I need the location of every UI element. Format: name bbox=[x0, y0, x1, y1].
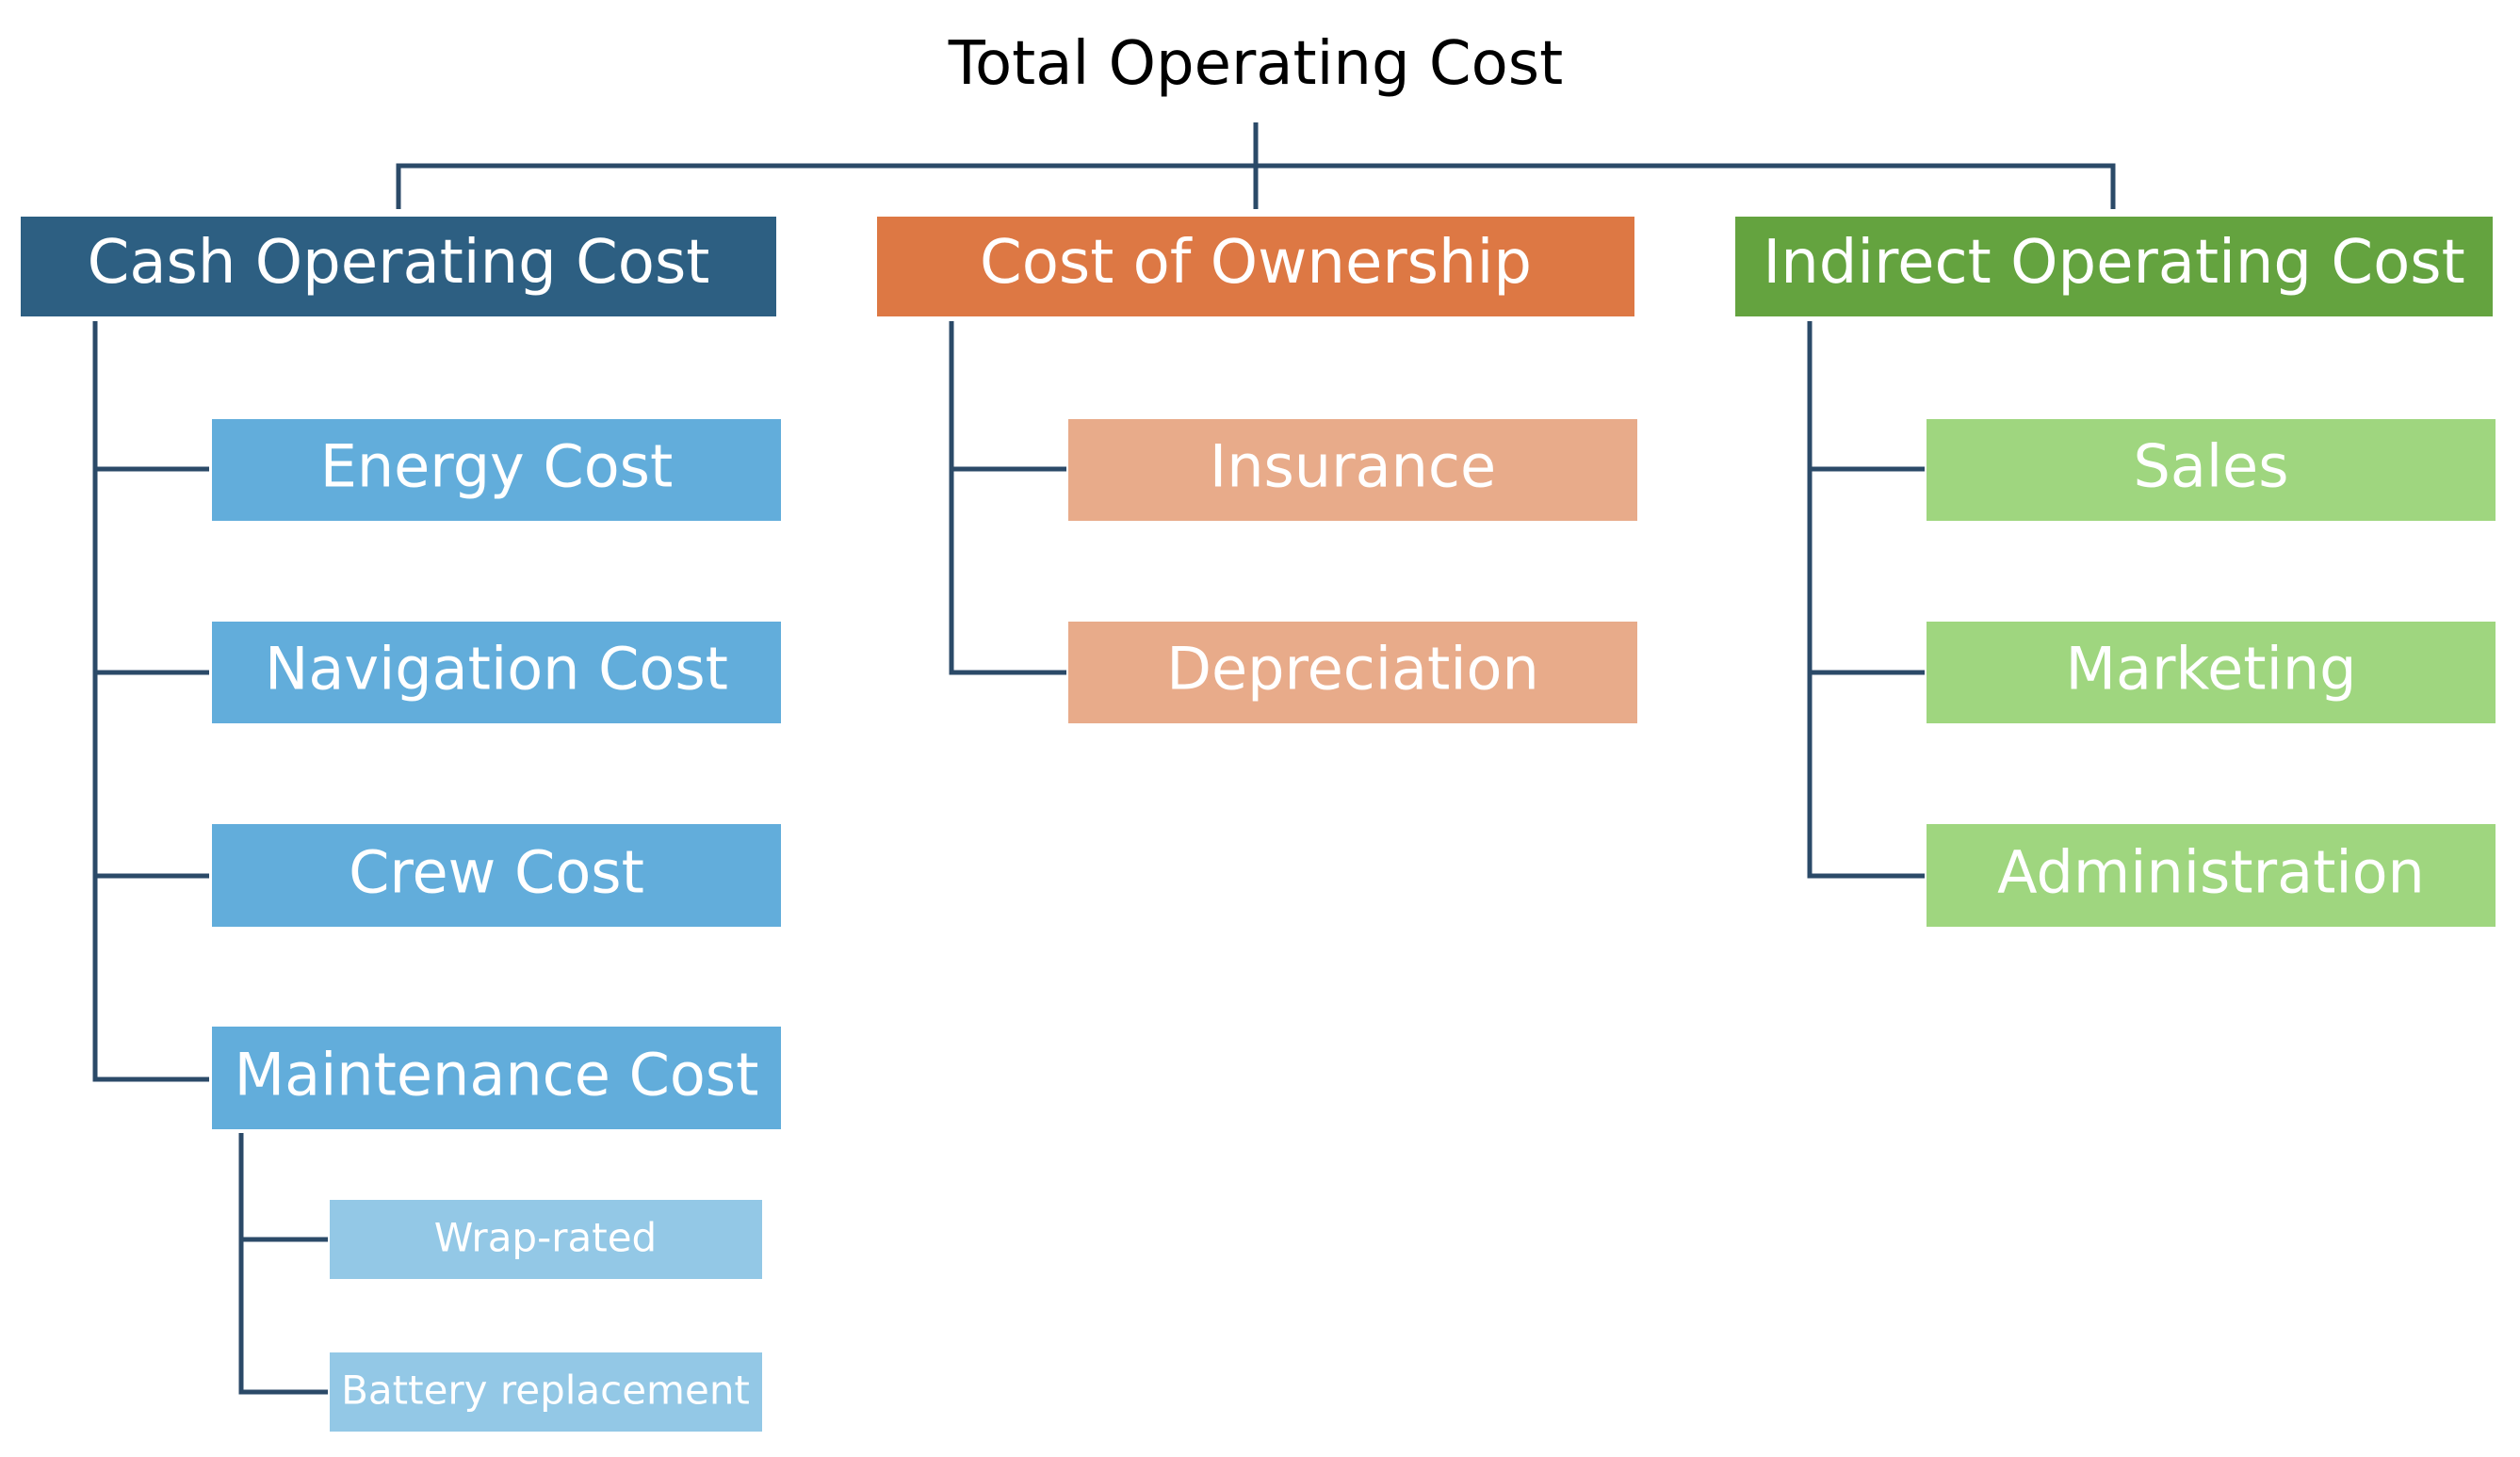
group-box bbox=[21, 217, 776, 316]
root-title: Total Operating Cost bbox=[948, 29, 1563, 99]
item-label: Crew Cost bbox=[349, 838, 644, 907]
item-box bbox=[1068, 622, 1637, 723]
subitem-box bbox=[330, 1352, 762, 1432]
subitem-label: Wrap-rated bbox=[434, 1215, 657, 1261]
item-box bbox=[1927, 622, 2496, 723]
maintenance-connector bbox=[238, 1133, 328, 1395]
indirect-connector bbox=[1807, 321, 1925, 879]
item-box bbox=[212, 622, 781, 723]
root-connector bbox=[396, 122, 2116, 209]
item-box bbox=[1927, 419, 2496, 521]
item-label: Marketing bbox=[2065, 635, 2356, 704]
item-box bbox=[212, 824, 781, 927]
item-label: Administration bbox=[1997, 838, 2425, 907]
item-box bbox=[212, 419, 781, 521]
item-label: Energy Cost bbox=[320, 432, 674, 501]
group-label: Cash Operating Cost bbox=[88, 228, 710, 298]
item-label: Depreciation bbox=[1166, 635, 1539, 704]
group-label: Indirect Operating Cost bbox=[1763, 228, 2464, 298]
item-label: Sales bbox=[2133, 432, 2288, 501]
connectors bbox=[92, 122, 2116, 1395]
item-label: Navigation Cost bbox=[265, 635, 728, 704]
item-box bbox=[1927, 824, 2496, 927]
group-box bbox=[1735, 217, 2493, 316]
item-label: Insurance bbox=[1210, 432, 1496, 501]
ownership-connector bbox=[949, 321, 1066, 675]
subitem-label: Battery replacement bbox=[341, 1368, 750, 1414]
subitem-box bbox=[330, 1200, 762, 1279]
group-label: Cost of Ownership bbox=[980, 228, 1532, 298]
cash-connector bbox=[92, 321, 209, 1082]
item-box bbox=[1068, 419, 1637, 521]
item-label: Maintenance Cost bbox=[235, 1041, 759, 1109]
item-box bbox=[212, 1027, 781, 1129]
group-box bbox=[877, 217, 1634, 316]
